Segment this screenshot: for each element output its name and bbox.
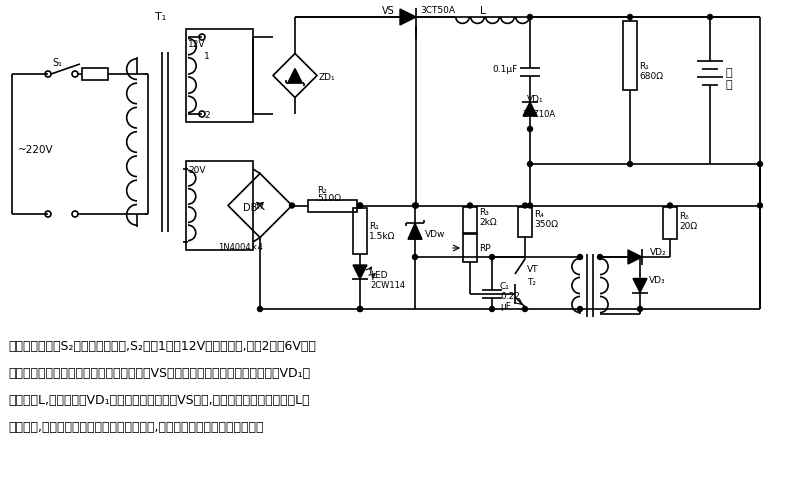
Circle shape [522,204,528,209]
Text: LED: LED [370,271,387,279]
Circle shape [597,255,603,260]
Text: 12V: 12V [188,40,205,49]
Text: R₅: R₅ [679,212,689,221]
Bar [186,162,253,251]
Polygon shape [408,224,422,240]
Text: 20Ω: 20Ω [679,222,697,230]
Circle shape [357,204,362,209]
Circle shape [528,162,533,167]
Polygon shape [523,103,537,117]
Text: VD₁: VD₁ [527,95,544,104]
Bar [308,200,357,212]
Circle shape [413,204,417,209]
Text: R₄: R₄ [534,210,544,219]
Text: 3CT50A: 3CT50A [420,6,455,15]
Circle shape [357,307,362,312]
Text: 池充电。整流得到的脉动直流电压由晶闸管VS控制输出。输出端接有续流二极管VD₁及: 池充电。整流得到的脉动直流电压由晶闸管VS控制输出。输出端接有续流二极管VD₁及 [8,366,310,379]
Text: R₁: R₁ [639,62,649,71]
Circle shape [413,204,418,209]
Text: 2CW114: 2CW114 [370,280,405,289]
Circle shape [468,204,473,209]
Circle shape [528,204,533,209]
Circle shape [528,127,533,132]
Text: 1: 1 [204,52,210,61]
Bar [353,209,367,255]
Text: T₂: T₂ [527,277,536,287]
Polygon shape [353,265,367,279]
Text: 2CZ10A: 2CZ10A [522,110,555,119]
Circle shape [357,204,362,209]
Text: 2: 2 [204,111,210,120]
Circle shape [578,307,582,312]
Text: 1N4004×4: 1N4004×4 [218,243,263,252]
Polygon shape [400,10,416,26]
Circle shape [290,204,294,209]
Text: R₃: R₃ [479,208,489,216]
Circle shape [627,15,633,20]
Text: VS: VS [382,6,394,16]
Circle shape [528,15,533,20]
Circle shape [257,307,263,312]
Circle shape [757,162,762,167]
Circle shape [489,255,495,260]
Text: 510Ω: 510Ω [317,194,341,203]
Text: μF: μF [500,302,510,310]
Bar [463,208,477,233]
Text: 0.22: 0.22 [500,291,520,301]
Circle shape [578,255,582,260]
Text: 0.1μF: 0.1μF [492,65,518,74]
Text: VD₃: VD₃ [649,275,666,285]
Text: VD₂: VD₂ [650,247,667,257]
Text: 电: 电 [726,68,733,78]
Text: 绕组经两挡开关S₂去桥式整流电路,S₂拨向1时对12V的电池充电,拨向2时对6V的电: 绕组经两挡开关S₂去桥式整流电路,S₂拨向1时对12V的电池充电,拨向2时对6V… [8,339,316,352]
Circle shape [357,307,362,312]
Bar [82,69,108,81]
Circle shape [708,15,712,20]
Text: VDw: VDw [425,230,445,239]
Text: 20V: 20V [188,166,205,175]
Circle shape [489,307,495,312]
Circle shape [413,255,417,260]
Circle shape [627,162,633,167]
Bar [663,208,677,240]
Circle shape [667,204,672,209]
Text: R₁: R₁ [369,222,379,230]
Text: RP: RP [479,243,491,253]
Circle shape [757,204,762,209]
Text: VT: VT [527,264,539,273]
Bar [518,208,532,238]
Text: T₁: T₁ [155,12,166,22]
Text: 2kΩ: 2kΩ [479,217,496,227]
Text: 680Ω: 680Ω [639,72,663,81]
Circle shape [638,307,642,312]
Polygon shape [288,69,302,83]
Bar [623,22,637,91]
Bar [463,235,477,262]
Text: ZD₁: ZD₁ [319,72,335,81]
Text: DB: DB [243,203,257,213]
Circle shape [522,307,528,312]
Text: ~220V: ~220V [18,145,54,155]
Text: 池: 池 [726,80,733,90]
Bar [186,30,253,123]
Polygon shape [628,251,642,264]
Text: 滤波作用,它有效地滤掉充电电压的脉动成分,较大地提高充电电压的有效值。: 滤波作用,它有效地滤掉充电电压的脉动成分,较大地提高充电电压的有效值。 [8,420,264,433]
Text: C₁: C₁ [500,281,510,290]
Text: 滤波电感L,续流二极管VD₁的作用是避免晶闸管VS失控,使晶闸管工作稳定。电感L起: 滤波电感L,续流二极管VD₁的作用是避免晶闸管VS失控,使晶闸管工作稳定。电感L… [8,393,309,406]
Text: 1.5kΩ: 1.5kΩ [369,231,395,241]
Text: S₁: S₁ [52,58,62,68]
Text: L: L [480,6,486,16]
Polygon shape [633,279,647,293]
Text: 350Ω: 350Ω [534,220,558,228]
Text: R₂: R₂ [317,186,327,195]
